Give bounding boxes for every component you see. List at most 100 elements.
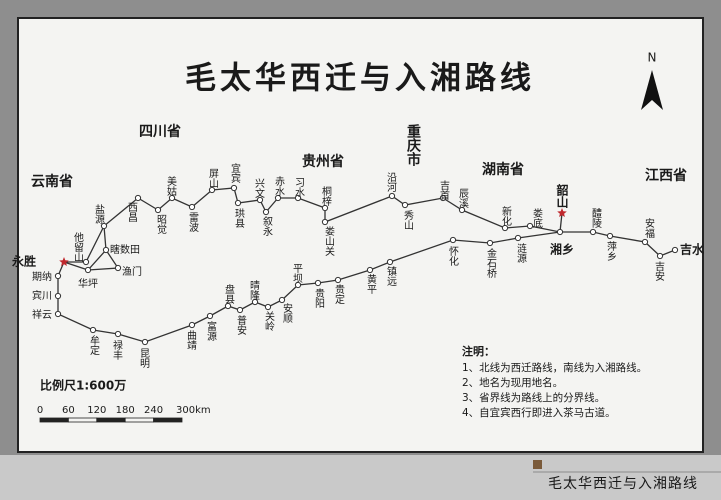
place-node — [366, 266, 374, 274]
place-node — [100, 222, 108, 230]
place-label: 永胜 — [11, 254, 36, 269]
place-node — [641, 238, 649, 246]
place-node — [224, 302, 232, 310]
place-label: 晴隆 — [248, 279, 260, 300]
place-label: 盐源 — [93, 203, 105, 225]
place-node — [556, 228, 564, 236]
province-label: 江西省 — [645, 167, 687, 184]
place-label: 醴陵 — [590, 208, 602, 229]
place-node — [262, 208, 270, 216]
place-node — [230, 184, 238, 192]
place-node — [656, 252, 664, 260]
place-node — [314, 279, 322, 287]
place-node — [188, 321, 196, 329]
place-label: 祥云 — [32, 308, 52, 321]
place-label: 昭觉 — [155, 214, 167, 234]
scale-label: 240 — [144, 405, 163, 416]
place-node — [114, 330, 122, 338]
place-node — [256, 196, 264, 204]
province-label: 云南省 — [31, 173, 73, 190]
place-label: 兴文 — [253, 178, 265, 199]
province-label: 湖南省 — [482, 161, 524, 178]
place-label: 他留山 — [72, 231, 84, 262]
place-node — [54, 292, 62, 300]
scale-segment — [153, 417, 183, 423]
note-item: 3、省界线为路线上的分界线。 — [462, 391, 605, 404]
place-node — [321, 204, 329, 212]
place-node — [208, 186, 216, 194]
place-label: 新化 — [500, 205, 512, 226]
south-route — [57, 231, 676, 343]
place-label: 吉水 — [680, 242, 705, 257]
place-label: 西昌 — [126, 202, 138, 223]
place-node — [606, 232, 614, 240]
scale-segment — [68, 417, 98, 423]
scale-label: 0 — [37, 405, 43, 416]
place-node — [589, 228, 597, 236]
note-item: 1、北线为西迁路线，南线为入湘路线。 — [462, 361, 647, 374]
bottom-band — [0, 455, 721, 500]
place-label: 宜宾 — [229, 162, 241, 184]
place-node — [82, 258, 90, 266]
place-label: 秀山 — [402, 210, 414, 230]
place-label: 贵定 — [333, 283, 345, 305]
branch-route — [559, 212, 563, 233]
place-label: 平坝 — [291, 263, 303, 284]
place-node — [334, 276, 342, 284]
place-node — [236, 306, 244, 314]
star-marker — [557, 208, 567, 217]
province-label: 四川省 — [139, 123, 181, 140]
place-node — [206, 312, 214, 320]
caption-marker — [533, 460, 542, 469]
place-node — [526, 222, 534, 230]
place-label: 安福 — [643, 217, 655, 239]
place-label: 盘县 — [223, 283, 235, 305]
place-label: 怀化 — [447, 246, 459, 266]
place-label: 娄底 — [531, 207, 543, 229]
place-label: 贵阳 — [313, 287, 325, 308]
place-label: 涟源 — [515, 242, 527, 264]
scale-label: 120 — [87, 405, 106, 416]
note-item: 4、自宜宾西行即进入茶马古道。 — [462, 406, 616, 419]
branch-route — [63, 225, 107, 271]
place-node — [514, 234, 522, 242]
place-node — [54, 272, 62, 280]
place-node — [274, 194, 282, 202]
place-node — [449, 236, 457, 244]
scale-label: 300km — [176, 405, 211, 416]
place-label: 安顺 — [281, 302, 293, 324]
place-node — [154, 206, 162, 214]
place-node — [439, 194, 447, 202]
place-label: 珙县 — [233, 208, 245, 229]
place-label: 雷波 — [187, 212, 199, 233]
place-node — [251, 298, 259, 306]
place-node — [84, 266, 92, 274]
place-node — [386, 258, 394, 266]
place-label: 黄平 — [365, 273, 377, 295]
place-label: 萍乡 — [605, 241, 617, 261]
place-label: 禄丰 — [111, 339, 123, 360]
place-node — [294, 281, 302, 289]
place-label: 曲靖 — [185, 330, 197, 350]
place-label: 期纳 — [32, 270, 52, 283]
place-label: 华坪 — [78, 277, 98, 290]
place-label: 吉安 — [653, 261, 665, 282]
place-label: 金石桥 — [485, 247, 497, 279]
place-node — [141, 338, 149, 346]
map-title: 毛太华西迁与入湘路线 — [185, 61, 535, 97]
place-label: 瞎数田 — [110, 243, 140, 256]
place-label: 富源 — [205, 320, 217, 342]
scale-segment — [96, 417, 126, 423]
place-label: 镇远 — [385, 265, 397, 287]
place-node — [168, 194, 176, 202]
place-label: 牟定 — [88, 334, 100, 356]
place-node — [321, 218, 329, 226]
place-node — [234, 199, 242, 207]
place-node — [134, 194, 142, 202]
scale-segment — [124, 417, 154, 423]
place-node — [294, 194, 302, 202]
place-label: 沿河 — [385, 172, 397, 192]
place-label: 关岭 — [263, 310, 275, 332]
place-label: 普安 — [235, 314, 247, 336]
